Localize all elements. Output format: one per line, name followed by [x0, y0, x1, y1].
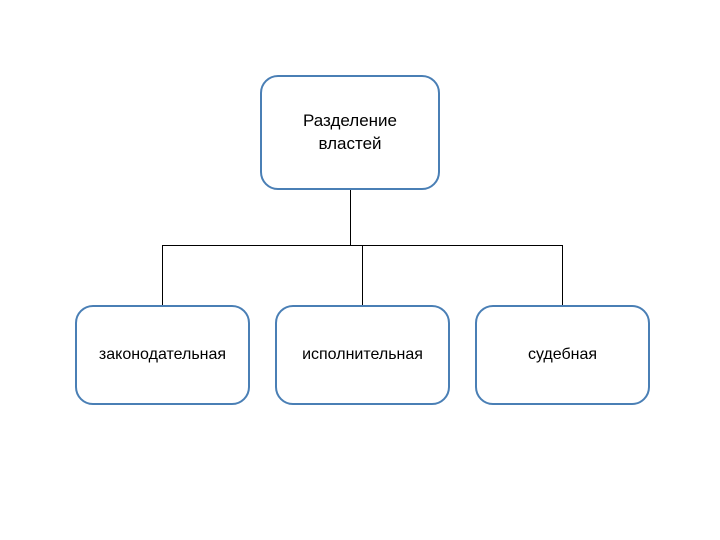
- child-node-legislative: законодательная: [75, 305, 250, 405]
- child-node-label: судебная: [528, 345, 597, 366]
- child-node-executive: исполнительная: [275, 305, 450, 405]
- connector-root-stem: [350, 190, 351, 245]
- child-node-label: исполнительная: [302, 345, 423, 366]
- connector-drop-1: [362, 245, 363, 305]
- root-node: Разделение властей: [260, 75, 440, 190]
- child-node-label: законодательная: [99, 345, 226, 366]
- connector-drop-2: [562, 245, 563, 305]
- child-node-judicial: судебная: [475, 305, 650, 405]
- connector-drop-0: [162, 245, 163, 305]
- root-node-label: Разделение властей: [303, 110, 397, 154]
